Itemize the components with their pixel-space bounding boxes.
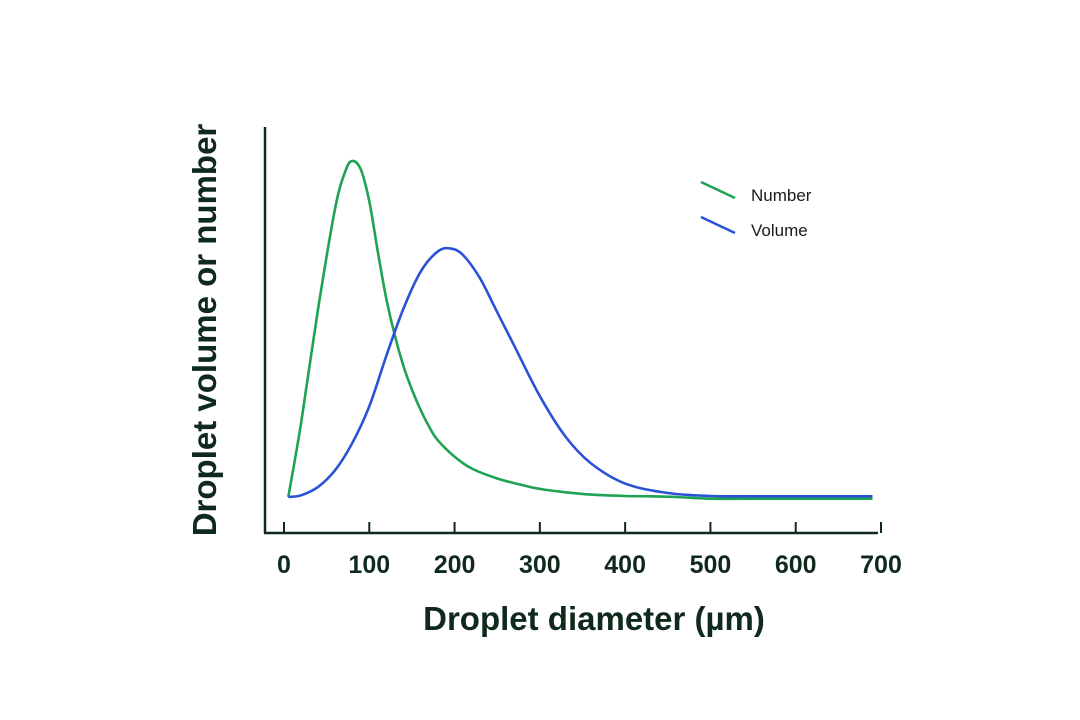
- x-tick-label-300: 300: [519, 551, 561, 579]
- x-tick-label-700: 700: [860, 551, 902, 579]
- series-line-number: [287, 159, 873, 501]
- legend-swatch-number: [700, 180, 736, 200]
- x-tick-label-500: 500: [690, 551, 732, 579]
- x-tick-label-600: 600: [775, 551, 817, 579]
- x-axis-title: Droplet diameter (µm): [423, 600, 765, 637]
- legend-swatch-volume: [700, 215, 736, 235]
- legend: Number Volume: [700, 180, 812, 240]
- x-tick-label-200: 200: [434, 551, 476, 579]
- legend-label-volume: Volume: [751, 221, 808, 240]
- x-tick-label-0: 0: [277, 551, 291, 579]
- x-tick-label-400: 400: [604, 551, 646, 579]
- series-line-volume: [288, 246, 873, 499]
- legend-label-number: Number: [751, 186, 812, 205]
- plot-area: [287, 159, 873, 501]
- x-tick-label-100: 100: [348, 551, 390, 579]
- x-ticks: 0 100 200 300 400 500 600 700: [277, 522, 902, 579]
- y-axis-title: Droplet volume or number: [186, 124, 223, 537]
